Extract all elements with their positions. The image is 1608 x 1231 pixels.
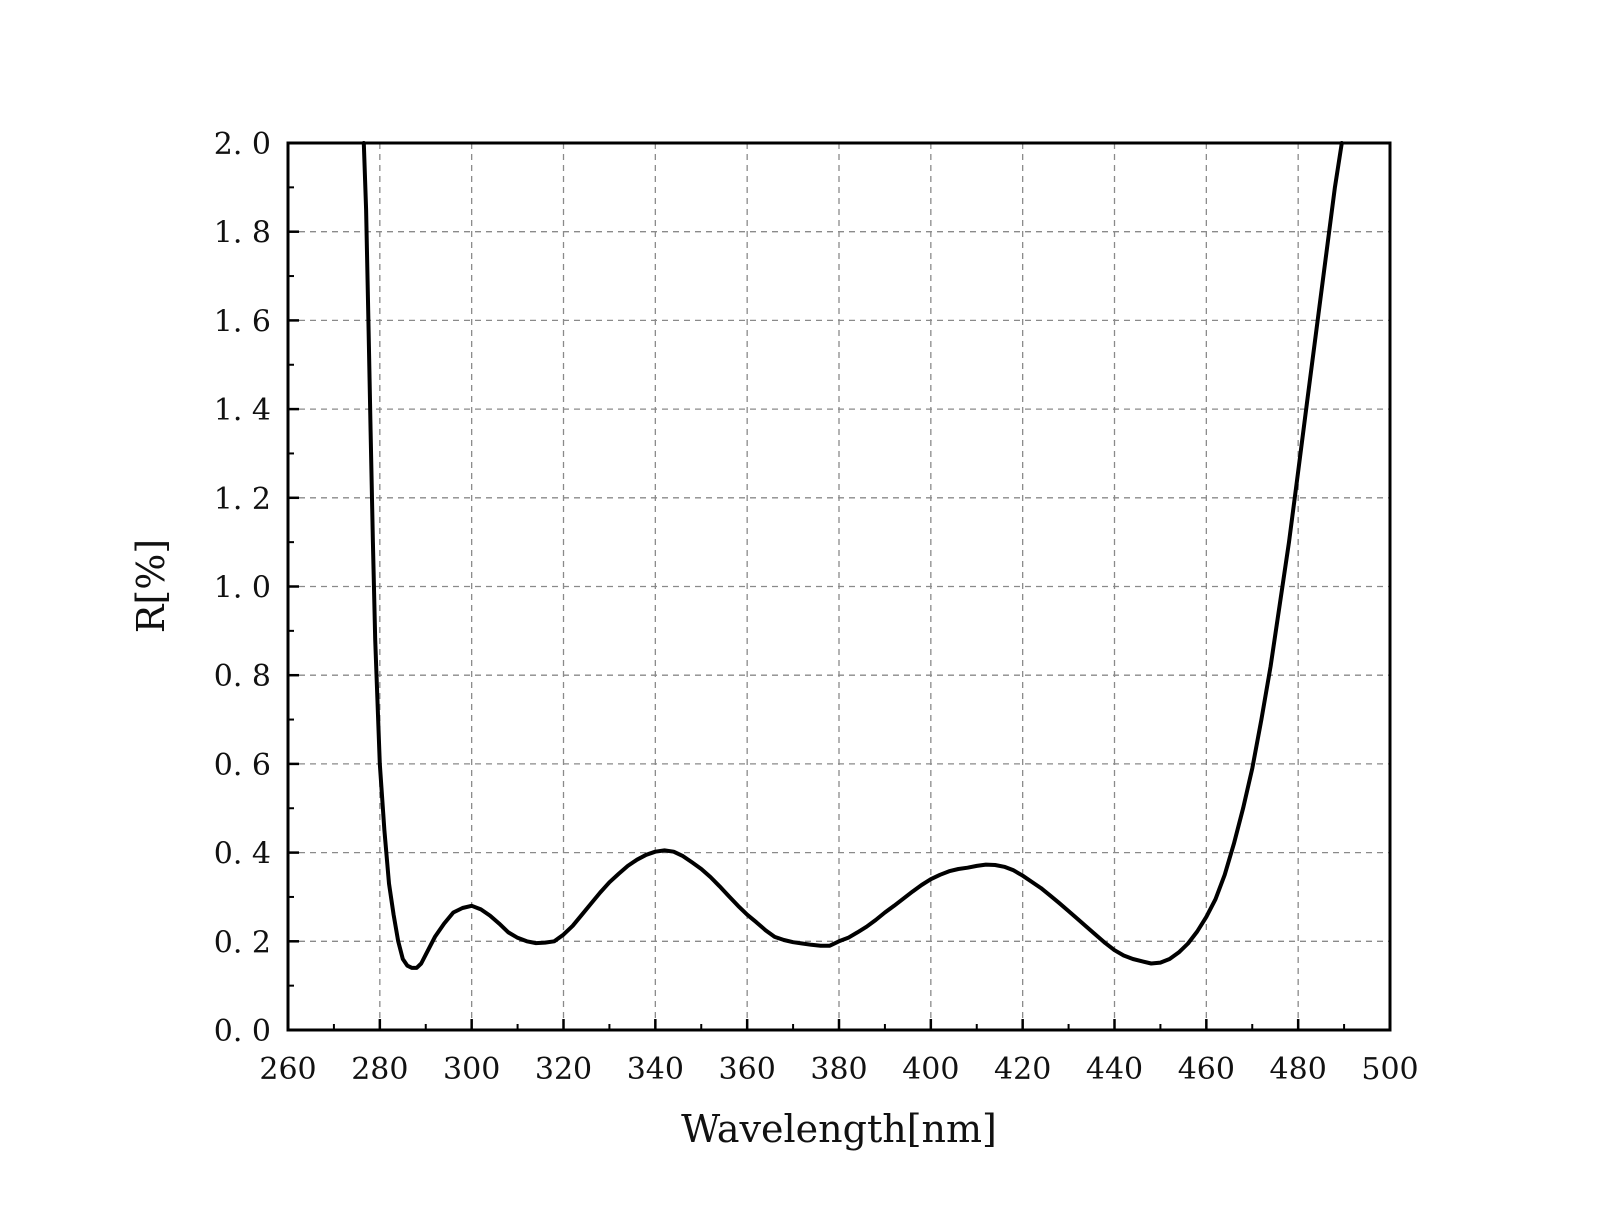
y-tick-label: 0. 2 <box>214 925 271 960</box>
y-tick-label: 1. 6 <box>214 304 271 339</box>
y-tick-label: 0. 4 <box>214 837 271 872</box>
x-tick-label: 360 <box>719 1052 776 1087</box>
x-tick-label: 440 <box>1086 1052 1143 1087</box>
y-axis-label: R[%] <box>129 539 173 633</box>
y-tick-label: 0. 8 <box>214 659 271 694</box>
x-tick-label: 320 <box>535 1052 592 1087</box>
y-tick-label: 0. 6 <box>214 748 271 783</box>
grid-lines <box>288 143 1390 1030</box>
x-tick-label: 500 <box>1361 1052 1418 1087</box>
x-tick-label: 460 <box>1178 1052 1235 1087</box>
plot-area <box>361 141 1344 970</box>
x-tick-label: 340 <box>627 1052 684 1087</box>
y-tick-label: 0. 0 <box>214 1014 271 1049</box>
x-tick-labels: 260 280 300 320 340 360 380 400 420 440 460 480 500 <box>259 1052 1418 1087</box>
y-tick-label: 1. 2 <box>214 482 271 517</box>
x-tick-label: 420 <box>994 1052 1051 1087</box>
x-tick-label: 380 <box>810 1052 867 1087</box>
y-tick-label: 1. 0 <box>214 571 271 606</box>
y-tick-labels: 0. 0 0. 2 0. 4 0. 6 0. 8 1. 0 1. 2 1. 4 1. 6 1. 8… <box>214 127 271 1049</box>
x-axis-label: Wavelength[nm] <box>681 1107 997 1151</box>
reflectance-curve <box>361 141 1344 970</box>
x-tick-label: 400 <box>902 1052 959 1087</box>
axis-ticks <box>286 141 1392 1032</box>
x-tick-label: 260 <box>259 1052 316 1087</box>
y-tick-label: 1. 8 <box>214 216 271 251</box>
y-tick-label: 1. 4 <box>214 393 271 428</box>
y-tick-label: 2. 0 <box>214 127 271 162</box>
x-tick-label: 280 <box>351 1052 408 1087</box>
x-tick-label: 300 <box>443 1052 500 1087</box>
x-tick-label: 480 <box>1270 1052 1327 1087</box>
